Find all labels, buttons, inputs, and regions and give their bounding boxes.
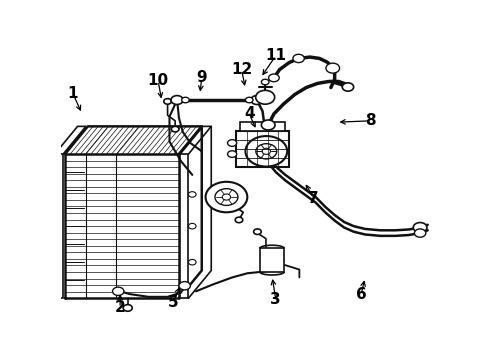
Circle shape: [45, 276, 51, 281]
Text: 1: 1: [68, 86, 78, 100]
Circle shape: [113, 287, 124, 296]
Text: 8: 8: [366, 113, 376, 128]
Text: 9: 9: [196, 70, 207, 85]
Circle shape: [342, 83, 354, 91]
Circle shape: [164, 99, 171, 104]
Circle shape: [179, 282, 190, 290]
Text: 7: 7: [309, 191, 319, 206]
Text: 2: 2: [115, 301, 125, 315]
Text: 6: 6: [356, 287, 367, 302]
Circle shape: [182, 97, 189, 103]
Circle shape: [189, 260, 196, 265]
Bar: [180, 154, 189, 298]
Circle shape: [261, 120, 275, 130]
Circle shape: [206, 182, 247, 212]
Circle shape: [245, 136, 287, 167]
Circle shape: [189, 223, 196, 229]
Bar: [260, 248, 284, 272]
Circle shape: [251, 96, 263, 104]
Circle shape: [235, 217, 243, 223]
Circle shape: [227, 151, 237, 157]
Circle shape: [413, 222, 427, 233]
Circle shape: [261, 79, 269, 85]
Circle shape: [172, 126, 179, 132]
Circle shape: [254, 229, 261, 234]
Circle shape: [45, 216, 51, 220]
Circle shape: [123, 305, 132, 311]
Bar: [236, 131, 289, 167]
Bar: [240, 122, 285, 131]
Text: 11: 11: [265, 48, 286, 63]
Text: 3: 3: [270, 292, 281, 307]
Circle shape: [256, 90, 275, 104]
Text: 10: 10: [147, 73, 169, 88]
Text: 5: 5: [168, 295, 178, 310]
Circle shape: [293, 54, 304, 63]
Text: 12: 12: [231, 62, 252, 77]
Text: 4: 4: [244, 107, 254, 121]
Circle shape: [269, 74, 279, 82]
Circle shape: [189, 192, 196, 197]
Circle shape: [227, 140, 237, 146]
Circle shape: [415, 229, 426, 237]
Circle shape: [245, 97, 253, 103]
Circle shape: [326, 63, 340, 73]
Circle shape: [171, 96, 183, 104]
Bar: [55, 154, 63, 298]
